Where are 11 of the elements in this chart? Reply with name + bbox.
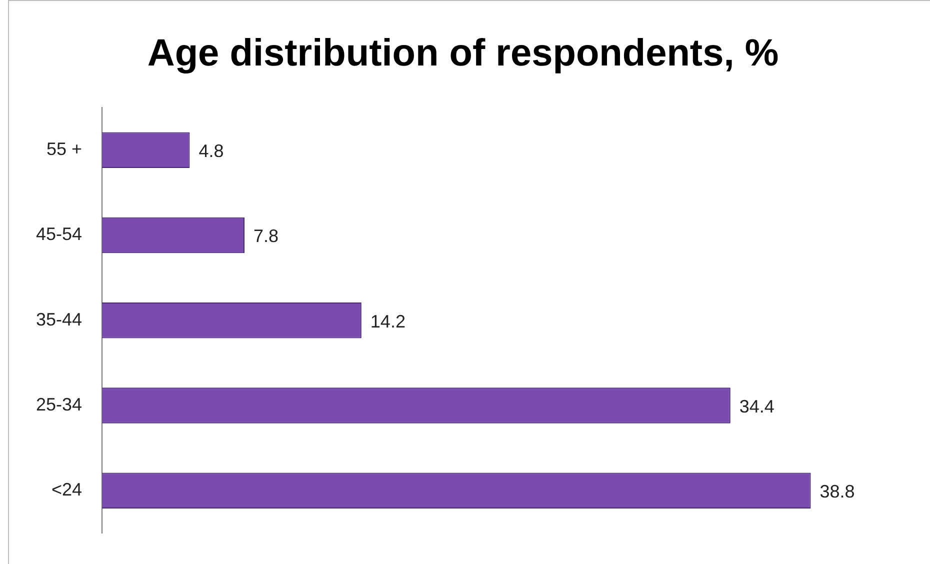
data-label: 14.2 [370,311,406,332]
y-tick-label: 45-54 [36,224,82,244]
data-label: 4.8 [198,141,224,162]
data-label: 34.4 [739,396,774,416]
y-tick-label: 55 + [46,139,82,160]
y-tick-label: 25-34 [36,394,82,414]
data-label: 7.8 [254,226,279,246]
y-tick-label: 35-44 [36,309,82,330]
y-tick-label: <24 [51,480,82,500]
data-label: 38.8 [820,482,855,502]
chart-title: Age distribution of respondents, % [147,32,779,74]
